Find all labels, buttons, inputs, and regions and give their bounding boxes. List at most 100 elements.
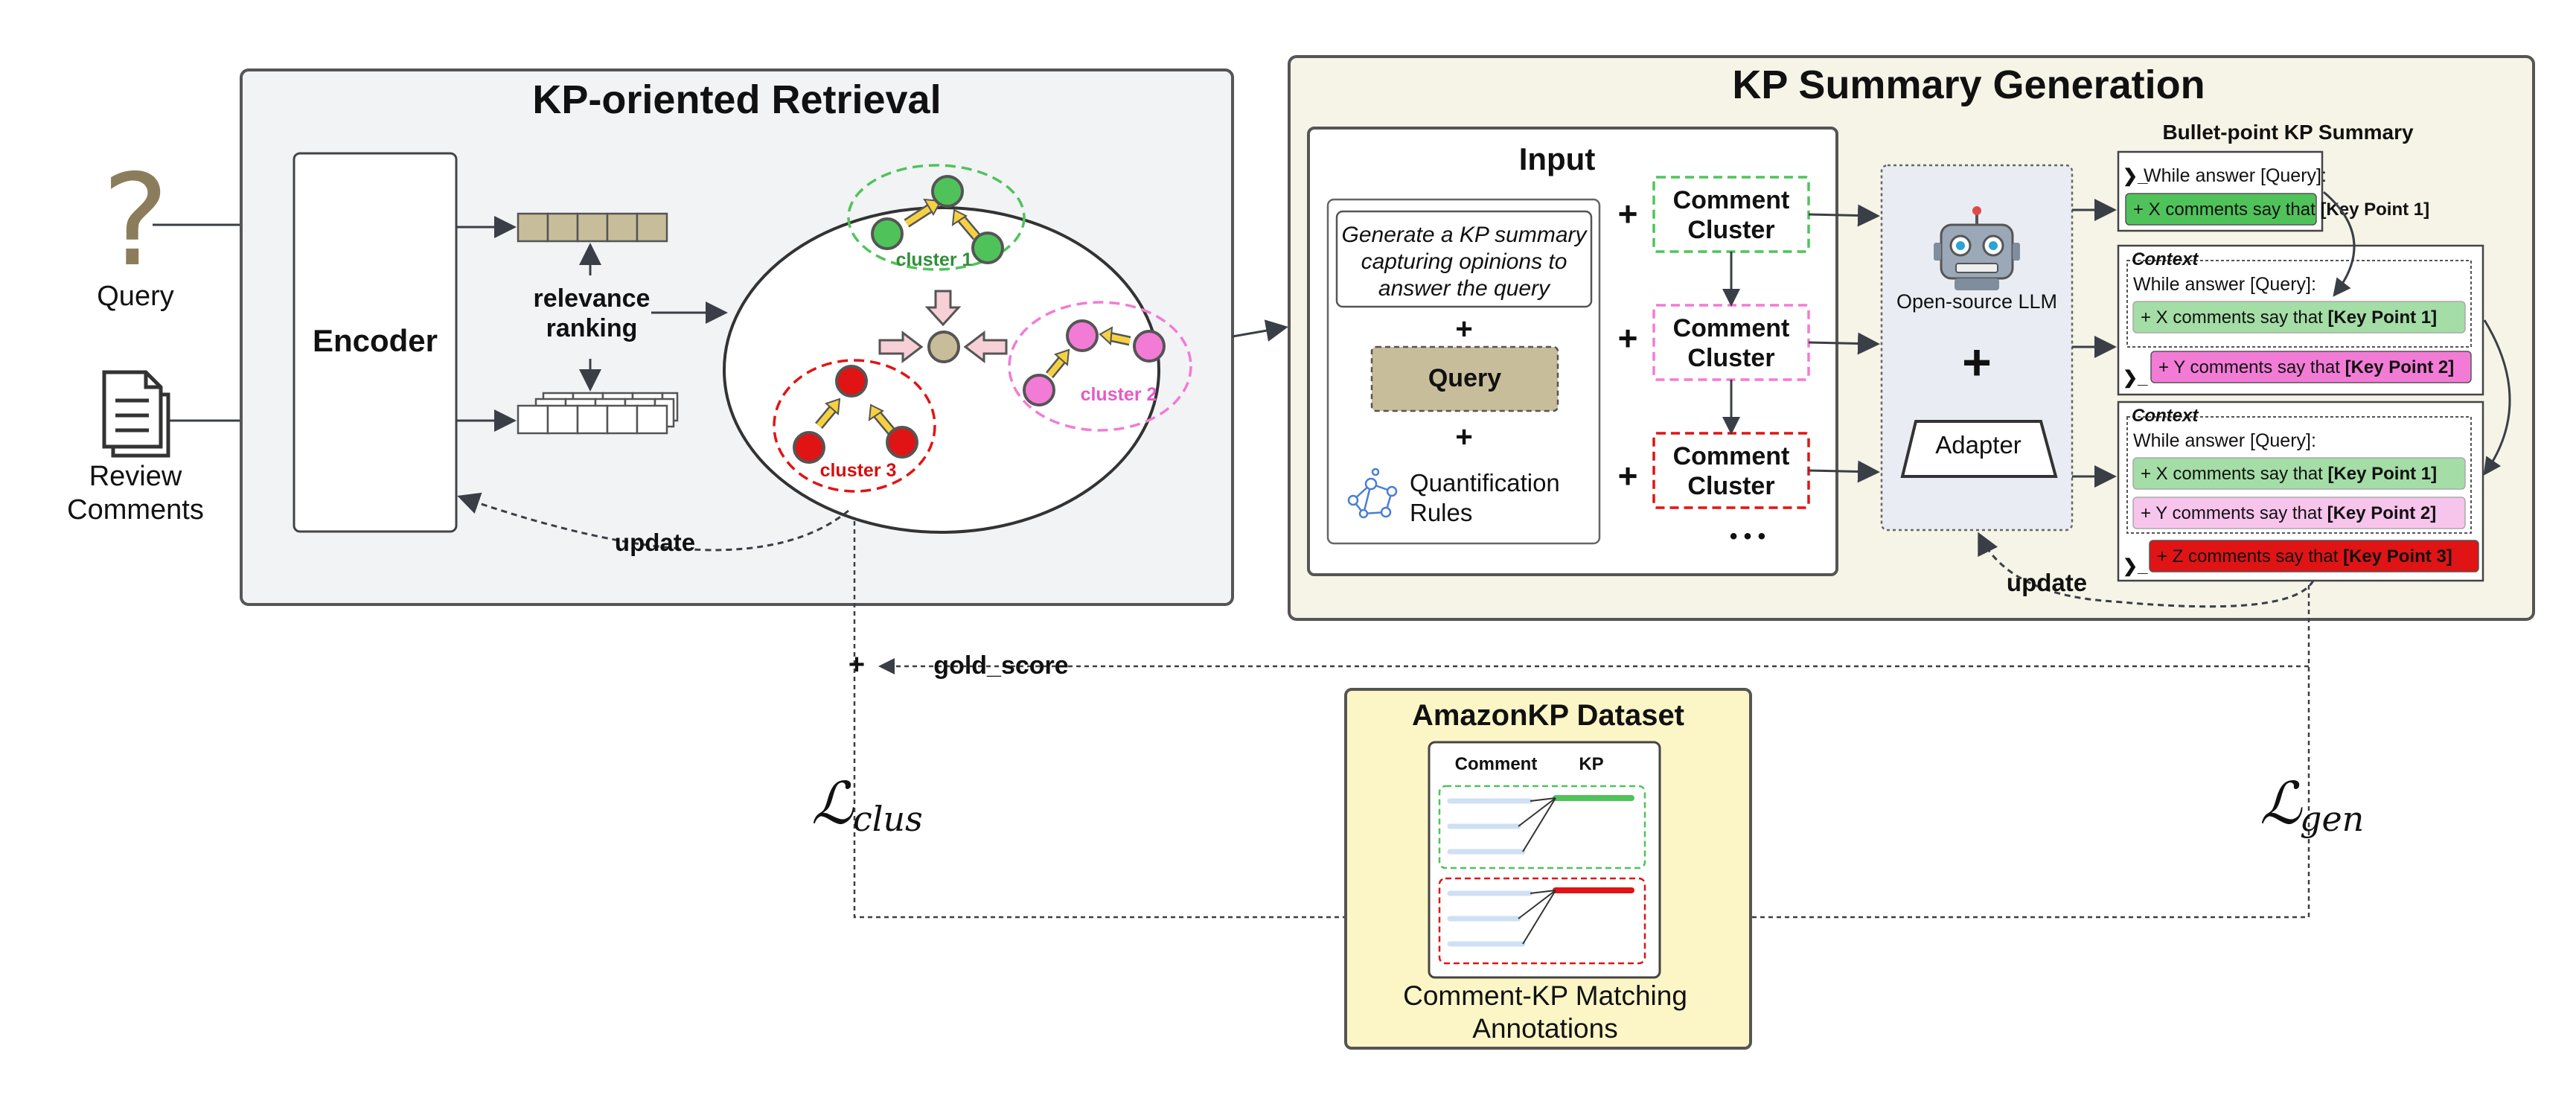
rules-line1: Quantification	[1410, 469, 1560, 497]
retrieval-title: KP-oriented Retrieval	[532, 77, 941, 122]
instruction-line1: Generate a KP summary	[1341, 223, 1588, 247]
dataset-caption-line1: Comment-KP Matching	[1403, 980, 1687, 1011]
input-query-box	[1370, 345, 1559, 412]
svg-text:While answer [Query]:: While answer [Query]:	[2144, 165, 2327, 186]
ranking-label-line1: relevance	[534, 284, 651, 313]
col-kp-label: KP	[1579, 754, 1603, 774]
plus-cluster-1: +	[1618, 194, 1638, 233]
cluster1-to-llm-arrow	[1808, 204, 1880, 227]
col-comment-label: Comment	[1455, 754, 1538, 774]
adapter-label: Adapter	[1935, 431, 2022, 459]
svg-text:Comment: Comment	[1673, 186, 1790, 214]
review-label-line1: Review	[89, 461, 182, 492]
svg-text:Cluster: Cluster	[1687, 472, 1774, 500]
step2-to-step3-curve	[2483, 319, 2511, 476]
robot-icon	[1934, 206, 2020, 290]
svg-text:ℒ: ℒ	[811, 770, 854, 837]
generation-update-label: update	[2007, 569, 2087, 596]
loss-clus: ℒ clus	[811, 770, 923, 839]
plus-cluster-3: +	[1618, 456, 1638, 495]
cluster3-to-llm-arrow	[1808, 460, 1880, 483]
svg-text:+ Y comments say that [Key Poi: + Y comments say that [Key Point 2]	[2141, 503, 2436, 523]
summary-step-2: Context While answer [Query]: + X commen…	[2117, 244, 2484, 396]
svg-text:+ X comments say that [Key Poi: + X comments say that [Key Point 1]	[2141, 307, 2437, 328]
plus-query-rules: +	[1455, 421, 1472, 453]
encoder-box	[293, 152, 458, 533]
svg-text:+ X comments say that [Key Poi: + X comments say that [Key Point 1]	[2133, 200, 2429, 220]
cluster-space-ellipse	[723, 206, 1160, 534]
plus-cluster-2: +	[1618, 319, 1638, 357]
adapter-shape	[1900, 420, 2058, 478]
step1-to-step2-curve	[2323, 191, 2356, 297]
retrieval-update-label: update	[615, 529, 695, 556]
encoder-label: Encoder	[313, 323, 438, 358]
input-title: Input	[1519, 141, 1596, 176]
plus-instruction-query: +	[1455, 313, 1472, 345]
dataset-panel: AmazonKP Dataset Comment KP	[1344, 688, 1752, 1050]
svg-text:Context: Context	[2132, 406, 2199, 426]
centroid	[878, 290, 1008, 364]
input-query-label: Query	[1428, 364, 1501, 392]
ranking-label-line2: ranking	[546, 314, 638, 342]
cluster-1-label: cluster 1	[896, 249, 973, 270]
comment-embeddings	[517, 392, 679, 435]
generation-update-arrow	[1978, 532, 2315, 608]
question-mark-icon: ?	[102, 147, 169, 295]
query-embedding	[517, 212, 668, 243]
generation-title: KP Summary Generation	[1732, 63, 2205, 107]
gold-score-label: gold_score	[933, 651, 1068, 680]
cluster-2-label: cluster 2	[1081, 384, 1157, 405]
svg-text:Cluster: Cluster	[1687, 216, 1774, 244]
rules-line2: Rules	[1410, 499, 1472, 526]
review-comments-input: Review Comments	[67, 370, 204, 526]
svg-text:ℒ: ℒ	[2260, 770, 2303, 837]
summary-step-3: Context While answer [Query]: + X commen…	[2117, 401, 2484, 582]
query-input: ? Query	[97, 147, 173, 312]
more-clusters-ellipsis: • • •	[1730, 524, 1765, 549]
svg-text:❯_: ❯_	[2123, 166, 2148, 187]
svg-text:❯_: ❯_	[2123, 368, 2148, 389]
document-icon	[102, 370, 170, 458]
review-label-line2: Comments	[67, 494, 204, 526]
summary-step-1: ❯_ While answer [Query]: + X comments sa…	[2117, 150, 2429, 232]
loss-gen: ℒ gen	[2260, 770, 2364, 839]
svg-text:Cluster: Cluster	[1687, 344, 1774, 372]
cluster-2: cluster 2	[1008, 301, 1192, 432]
svg-text:Comment: Comment	[1673, 314, 1790, 342]
svg-text:Comment: Comment	[1673, 442, 1790, 470]
loss-plus: +	[848, 649, 865, 680]
instruction-box	[1335, 210, 1593, 308]
generation-panel: KP Summary Generation Input Generate a K…	[1288, 55, 2535, 621]
svg-text:+ Z comments say that [Key Poi: + Z comments say that [Key Point 3]	[2157, 546, 2452, 567]
comment-cluster-red: Comment Cluster	[1652, 432, 1810, 509]
gold-score-arrowhead	[878, 658, 895, 674]
dataset-title: AmazonKP Dataset	[1412, 699, 1684, 732]
query-label: Query	[97, 281, 173, 312]
svg-text:gen: gen	[2300, 799, 2364, 839]
cluster-3-label: cluster 3	[820, 460, 897, 481]
retrieval-panel: KP-oriented Retrieval Encoder relevance …	[240, 68, 1234, 606]
svg-text:+ X comments say that [Key Poi: + X comments say that [Key Point 1]	[2141, 464, 2437, 484]
green-annotation-group	[1438, 785, 1646, 870]
retrieval-to-generation-arrow	[1232, 319, 1288, 342]
cluster2-to-llm-arrow	[1808, 332, 1880, 355]
comment-cluster-pink: Comment Cluster	[1652, 304, 1810, 381]
svg-text:+ Y comments say that [Key Poi: + Y comments say that [Key Point 2]	[2158, 357, 2454, 377]
instruction-line2: capturing opinions to	[1361, 249, 1567, 274]
svg-text:While answer [Query]:: While answer [Query]:	[2133, 274, 2316, 295]
retrieval-update-arrow	[457, 492, 849, 552]
cluster-1: cluster 1	[847, 164, 1026, 271]
llm-plus-adapter: +	[1962, 334, 1992, 391]
instruction-line3: answer the query	[1378, 276, 1551, 301]
svg-text:❯_: ❯_	[2123, 556, 2148, 577]
comment-cluster-green: Comment Cluster	[1652, 176, 1810, 253]
svg-text:clus: clus	[853, 799, 923, 839]
summary-title: Bullet-point KP Summary	[2162, 121, 2414, 144]
dataset-caption-line2: Annotations	[1472, 1013, 1617, 1044]
cluster-3: cluster 3	[773, 359, 936, 493]
network-icon	[1347, 468, 1398, 519]
llm-label: Open-source LLM	[1896, 290, 2057, 313]
svg-text:While answer [Query]:: While answer [Query]:	[2133, 430, 2316, 451]
svg-text:Context: Context	[2132, 249, 2199, 269]
